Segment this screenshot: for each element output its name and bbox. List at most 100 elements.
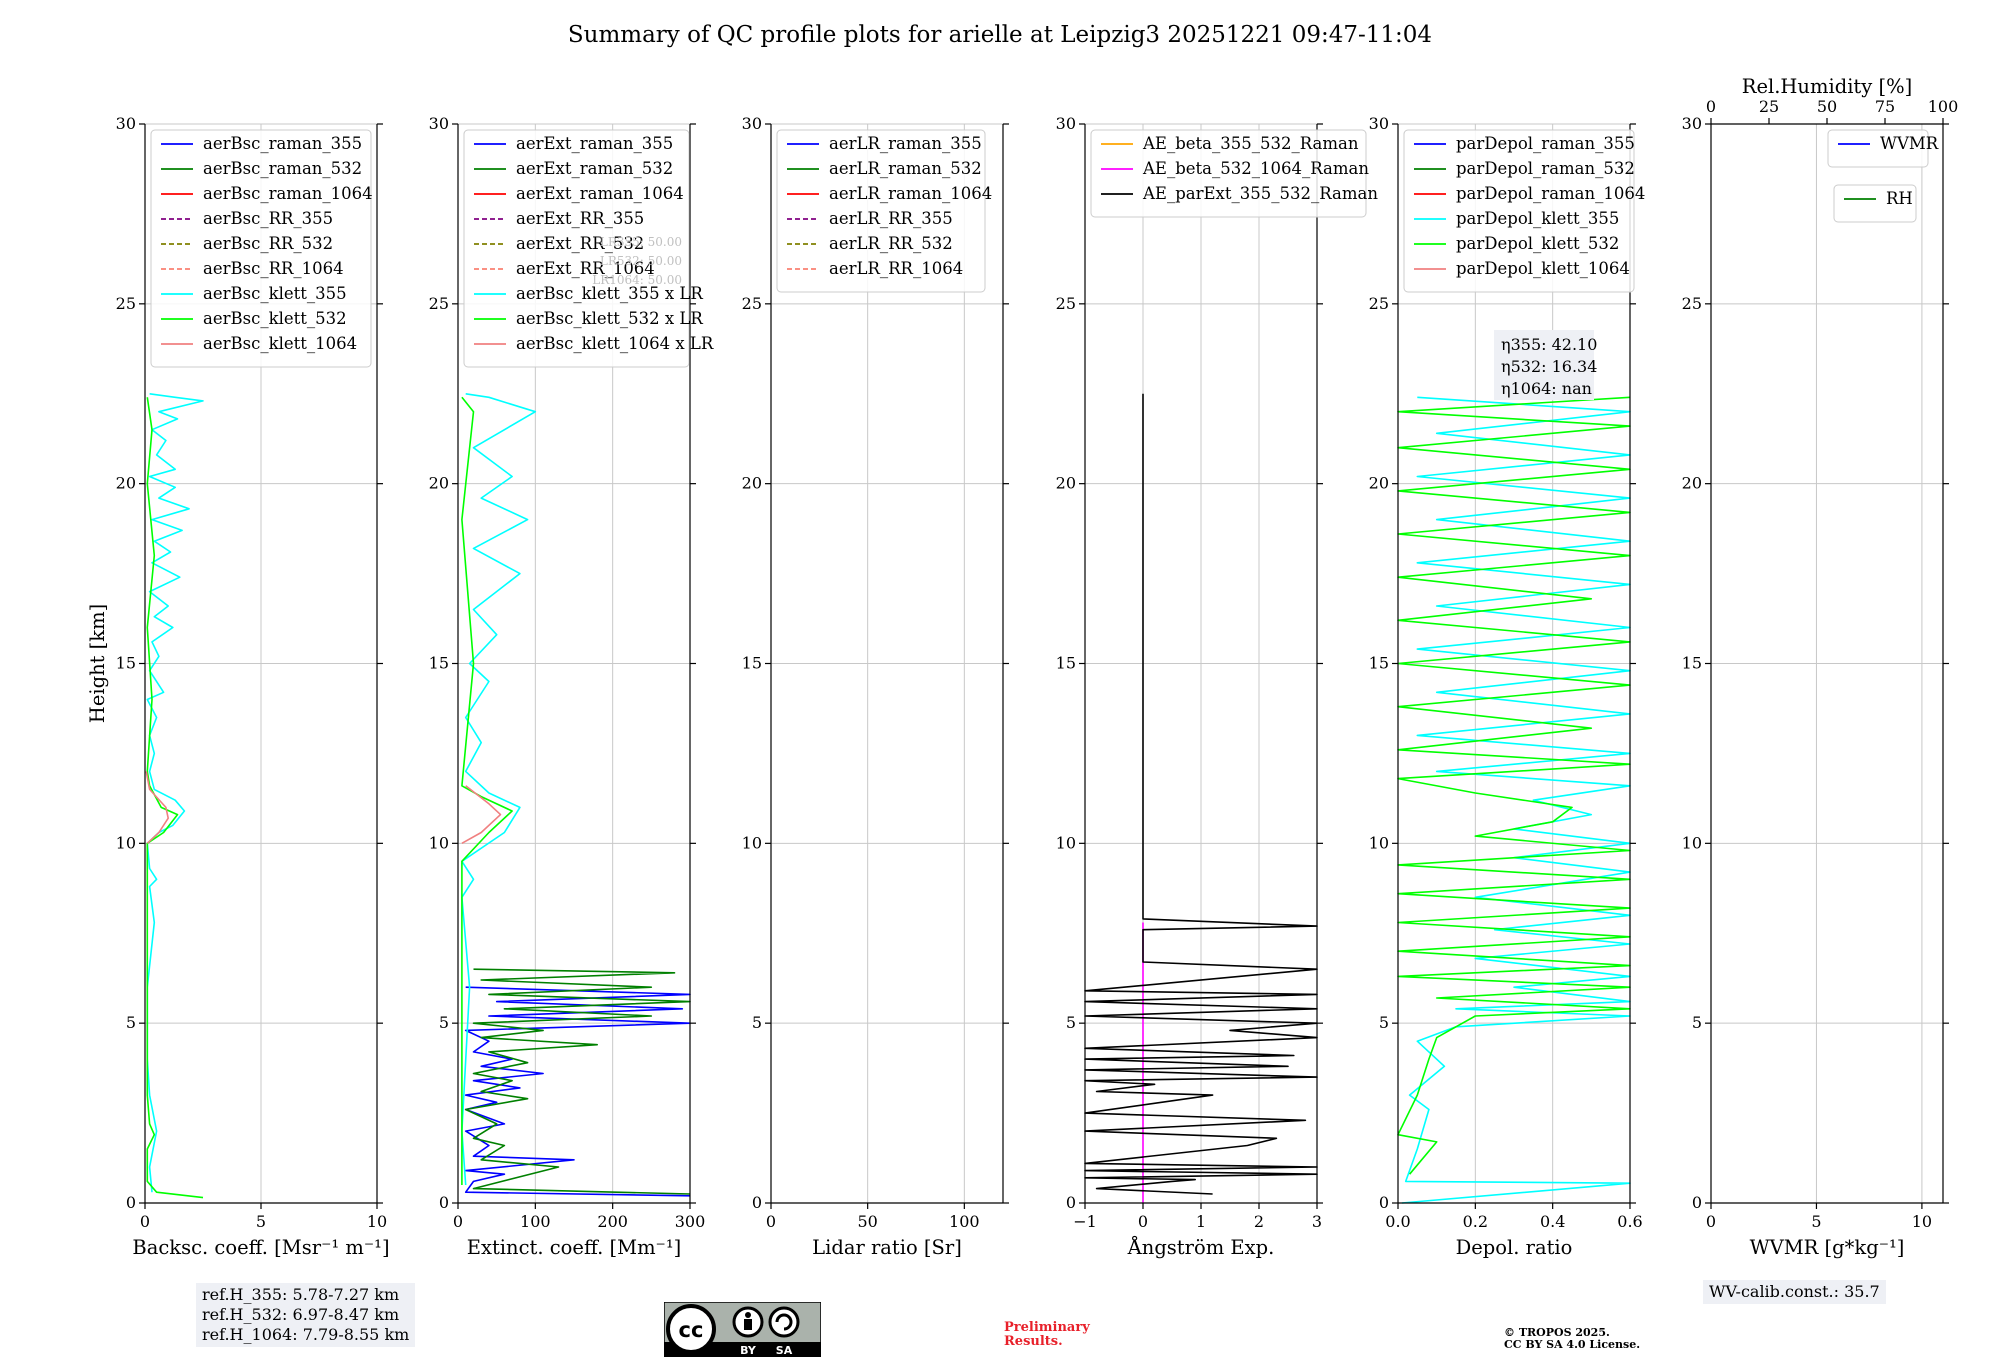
ext-y-tick-label: 15 [429,654,449,673]
depol-legend-label: parDepol_raman_1064 [1456,184,1645,203]
ext-legend [463,129,690,368]
depol-x-tick-label: 0.4 [1540,1212,1565,1231]
ref-height-1064: ref.H_1064: 7.79-8.55 km [202,1325,410,1344]
lr-legend-label: aerLR_raman_1064 [829,184,992,203]
bsc-legend-label: aerBsc_raman_355 [203,134,362,153]
depol-legend [1403,129,1635,293]
bsc-legend-label: aerBsc_raman_532 [203,159,362,178]
depol-legend-label: parDepol_klett_532 [1456,234,1619,253]
wv-y-tick-label: 15 [1682,654,1702,673]
lr-y-tick-label: 5 [752,1013,762,1032]
ext-legend-label: aerExt_raman_1064 [516,184,684,203]
reference-height-box: ref.H_355: 5.78-7.27 km ref.H_532: 6.97-8… [196,1283,416,1347]
sa-share-icon [768,1306,800,1338]
ext-legend-label: aerBsc_klett_532 x LR [516,309,703,328]
ext-legend-label: aerExt_RR_1064 [516,259,655,278]
bsc-series-aerBsc_klett_532 [146,397,204,1199]
ext-y-tick-label: 20 [429,474,449,493]
ext-series-aerExt_klett_1064 [461,785,502,844]
figure-title: Summary of QC profile plots for arielle … [567,22,1433,48]
ae-series-AE_parExt_355_532_Raman [1084,393,1318,1195]
ae-x-tick-label: 2 [1254,1212,1264,1231]
ext-legend-label: aerBsc_klett_355 x LR [516,284,703,303]
depol-x-label: Depol. ratio [1456,1236,1573,1259]
bsc-y-tick-label: 15 [116,654,136,673]
ref-height-355: ref.H_355: 5.78-7.27 km [202,1285,400,1304]
depol-series-parDepol_klett_355 [1401,396,1631,1204]
wv-y-tick-label: 20 [1682,474,1702,493]
lr-legend [776,129,986,293]
bsc-y-tick-label: 25 [116,294,136,313]
ae-legend-label: AE_parExt_355_532_Raman [1142,184,1378,203]
wv-y-tick-label: 10 [1682,833,1702,852]
ae-legend [1090,129,1367,218]
ext-series-aerExt_raman_355 [464,986,691,1197]
cc-icon [666,1304,716,1354]
ext-series-aerExt_raman_532 [464,968,691,1195]
ext-x-tick-label: 200 [597,1212,628,1231]
ae-x-tick-label: 0 [1138,1212,1148,1231]
wv-top-tick-label: 25 [1759,97,1779,116]
ext-x-label: Extinct. coeff. [Mm⁻¹] [467,1236,682,1259]
lr-x-tick-label: 50 [857,1212,877,1231]
depol-y-tick-label: 15 [1369,654,1389,673]
wv-x-tick-label: 0 [1706,1212,1716,1231]
copyright-line-2: CC BY SA 4.0 License. [1504,1338,1641,1351]
depol-y-tick-label: 10 [1369,833,1389,852]
wv-top-tick-label: 50 [1817,97,1837,116]
ext-lr-label: LR1064: 50.00 [592,273,682,287]
bsc-x-tick-label: 0 [140,1212,150,1231]
ext-y-tick-label: 0 [439,1193,449,1212]
wv-x-tick-label: 5 [1811,1212,1821,1231]
bsc-legend-label: aerBsc_raman_1064 [203,184,373,203]
depol-legend-label: parDepol_raman_532 [1456,159,1635,178]
ext-legend-label: aerExt_RR_532 [516,234,644,253]
wv-calib-const: WV-calib.const.: 35.7 [1709,1282,1880,1301]
ae-legend-label: AE_beta_532_1064_Raman [1142,159,1369,178]
depol-eta-label: η532: 16.34 [1501,357,1597,376]
badge-sa-label: SA [776,1344,793,1357]
ae-x-tick-label: −1 [1073,1212,1097,1231]
lr-y-tick-label: 30 [742,114,762,133]
bsc-y-tick-label: 5 [126,1013,136,1032]
wv-y-tick-label: 30 [1682,114,1702,133]
depol-eta-box [1494,330,1594,400]
ae-y-tick-label: 20 [1056,474,1076,493]
wv-legend [1827,129,1929,168]
lr-x-tick-label: 0 [766,1212,776,1231]
ae-x-tick-label: 1 [1196,1212,1206,1231]
depol-y-tick-label: 5 [1379,1013,1389,1032]
copyright-line-1: © TROPOS 2025. [1504,1326,1610,1339]
lr-y-tick-label: 20 [742,474,762,493]
rh-legend [1833,184,1917,223]
depol-x-tick-label: 0.6 [1617,1212,1642,1231]
bsc-series-aerBsc_klett_355 [146,393,204,1193]
bsc-legend-label: aerBsc_RR_355 [203,209,333,228]
bsc-legend-label: aerBsc_RR_1064 [203,259,344,278]
cc-license-badge: cc BY SA [664,1302,821,1357]
ext-y-tick-label: 5 [439,1013,449,1032]
lr-legend-label: aerLR_RR_1064 [829,259,963,278]
svg-text:cc: cc [679,1318,704,1342]
ae-x-label: Ångström Exp. [1127,1234,1275,1259]
preliminary-results-label: Preliminary Results. [1004,1321,1090,1349]
bsc-y-tick-label: 0 [126,1193,136,1212]
bsc-legend-label: aerBsc_klett_532 [203,309,347,328]
depol-y-tick-label: 0 [1379,1193,1389,1212]
ae-y-tick-label: 15 [1056,654,1076,673]
wv-x-label: WVMR [g*kg⁻¹] [1750,1236,1905,1259]
depol-legend-label: parDepol_klett_1064 [1456,259,1630,278]
ext-legend-label: aerExt_raman_532 [516,159,673,178]
depol-y-tick-label: 20 [1369,474,1389,493]
ext-legend-label: aerExt_RR_355 [516,209,644,228]
ae-y-tick-label: 5 [1066,1013,1076,1032]
ref-height-532: ref.H_532: 6.97-8.47 km [202,1305,400,1324]
ae-y-tick-label: 0 [1066,1193,1076,1212]
ext-x-tick-label: 100 [520,1212,551,1231]
wv-top-tick-label: 75 [1875,97,1895,116]
lr-x-tick-label: 100 [949,1212,980,1231]
wv-legend-label: WVMR [1880,134,1939,153]
ext-legend-label: aerExt_raman_355 [516,134,673,153]
depol-legend-label: parDepol_raman_355 [1456,134,1635,153]
preliminary-line-1: Preliminary [1004,1320,1090,1335]
